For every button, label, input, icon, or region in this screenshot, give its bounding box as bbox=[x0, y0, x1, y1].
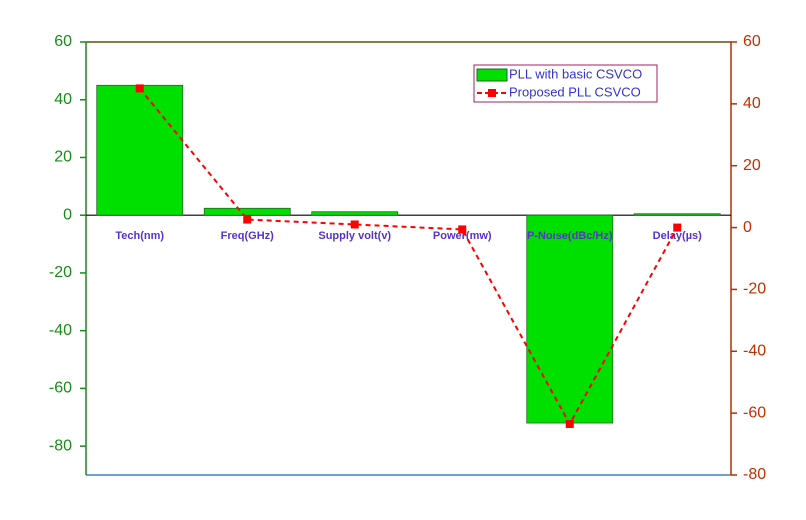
bar bbox=[311, 211, 399, 216]
legend-marker bbox=[488, 89, 496, 97]
marker bbox=[135, 84, 144, 93]
y2-tick-label: 40 bbox=[743, 95, 761, 112]
y2-tick-label: 0 bbox=[743, 219, 752, 236]
bar bbox=[526, 214, 614, 424]
y2-tick-label: 20 bbox=[743, 157, 761, 174]
y-tick-label: 40 bbox=[54, 91, 72, 108]
y-tick-label: -40 bbox=[49, 322, 72, 339]
y-tick-label: -20 bbox=[49, 264, 72, 281]
marker bbox=[350, 220, 359, 229]
bar bbox=[633, 213, 721, 216]
y2-tick-label: -20 bbox=[743, 281, 766, 298]
x-tick-label: Delay(µs) bbox=[653, 230, 702, 242]
marker bbox=[243, 215, 252, 224]
marker bbox=[673, 223, 682, 232]
y2-tick-label: 60 bbox=[743, 33, 761, 50]
legend-box bbox=[473, 64, 658, 103]
bar bbox=[96, 84, 184, 216]
legend-label: Proposed PLL CSVCO bbox=[509, 84, 641, 99]
marker bbox=[458, 225, 467, 234]
y2-tick-label: -40 bbox=[743, 343, 766, 360]
legend-label: PLL with basic CSVCO bbox=[509, 66, 642, 81]
marker bbox=[565, 419, 574, 428]
y-tick-label: 0 bbox=[63, 206, 72, 223]
legend-swatch bbox=[476, 68, 508, 82]
y2-tick-label: -80 bbox=[743, 466, 766, 483]
x-tick-label: Freq(GHz) bbox=[221, 230, 275, 242]
x-tick-label: P-Noise(dBc/Hz) bbox=[527, 230, 613, 242]
y2-tick-label: -60 bbox=[743, 404, 766, 421]
x-tick-label: Supply volt(v) bbox=[318, 230, 391, 242]
x-tick-label: Power(mw) bbox=[433, 230, 492, 242]
x-tick-label: Tech(nm) bbox=[115, 230, 164, 242]
y-tick-label: -60 bbox=[49, 380, 72, 397]
y-tick-label: -80 bbox=[49, 437, 72, 454]
y-tick-label: 20 bbox=[54, 149, 72, 166]
y-tick-label: 60 bbox=[54, 33, 72, 50]
bar bbox=[203, 207, 291, 216]
